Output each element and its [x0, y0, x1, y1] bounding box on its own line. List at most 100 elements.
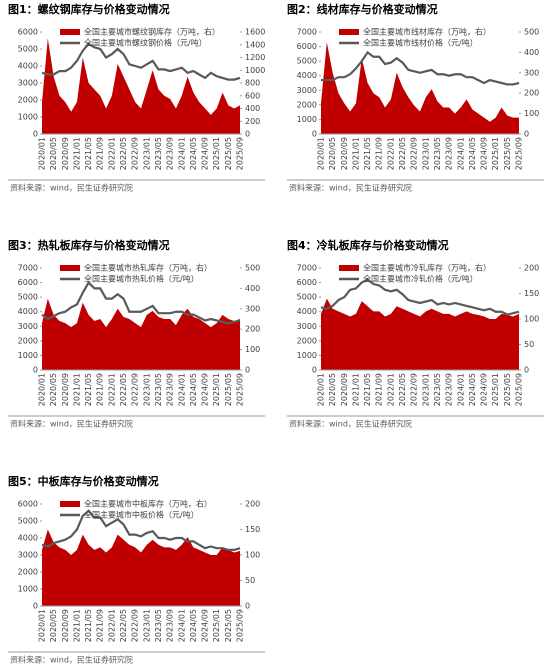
y-tick-label: 6000	[297, 42, 317, 51]
y2-tick-label: 1600	[245, 28, 265, 37]
y-tick-label: 5000	[18, 517, 38, 526]
x-tick-label: 2025/01	[491, 373, 500, 406]
x-tick-label: 2020/01	[317, 137, 326, 170]
y-tick-label: 6000	[18, 278, 38, 287]
x-tick-label: 2024/05	[189, 137, 198, 170]
x-tick-label: 2021/01	[72, 609, 81, 642]
x-tick-label: 2025/05	[224, 137, 233, 170]
y-tick-label: 4000	[18, 307, 38, 316]
x-tick-label: 2025/09	[236, 373, 245, 406]
x-tick-label: 2025/05	[224, 609, 233, 642]
y-tick-label: 6000	[18, 28, 38, 37]
x-tick-label: 2023/09	[445, 373, 454, 406]
area	[321, 42, 519, 135]
x-tick-label: 2020/09	[61, 609, 70, 642]
y-tick-label: 3000	[297, 86, 317, 95]
chart-title: 图3：热轧板库存与价格变动情况	[8, 238, 170, 252]
chart: 图3：热轧板库存与价格变动情况0100020003000400050006000…	[8, 238, 265, 429]
x-tick-label: 2020/01	[317, 373, 326, 406]
x-tick-label: 2023/01	[142, 609, 151, 642]
y-tick-label: 3000	[18, 322, 38, 331]
x-tick-label: 2021/01	[72, 137, 81, 170]
x-tick-label: 2023/01	[421, 373, 430, 406]
x-tick-label: 2021/01	[351, 137, 360, 170]
x-tick-label: 2022/05	[398, 373, 407, 406]
x-tick-label: 2023/05	[154, 609, 163, 642]
legend-label: 全国主要城市热轧价格（元/吨）	[84, 274, 199, 284]
x-tick-label: 2022/09	[131, 373, 140, 406]
x-tick-label: 2022/01	[107, 609, 116, 642]
y-tick-label: 4000	[297, 307, 317, 316]
y-tick-label: 3000	[297, 322, 317, 331]
x-tick-label: 2023/01	[142, 373, 151, 406]
x-tick-label: 2025/09	[236, 609, 245, 642]
x-tick-label: 2023/09	[166, 373, 175, 406]
y2-tick-label: 150	[245, 525, 260, 534]
x-tick-label: 2024/05	[189, 609, 198, 642]
chart: 图2：线材库存与价格变动情况01000200030004000500060007…	[287, 2, 544, 193]
y2-tick-label: 0	[245, 602, 250, 611]
source: 资料来源：wind，民生证券研究院	[10, 183, 133, 193]
x-tick-label: 2022/05	[398, 137, 407, 170]
legend-label: 全国主要城市中板库存（万吨，右）	[84, 499, 212, 509]
x-tick-label: 2021/01	[351, 373, 360, 406]
x-tick-label: 2020/09	[340, 137, 349, 170]
line	[41, 509, 241, 551]
x-tick-label: 2022/01	[107, 137, 116, 170]
x-tick-label: 2021/09	[96, 373, 105, 406]
line	[41, 280, 241, 325]
x-tick-label: 2024/01	[177, 373, 186, 406]
source: 资料来源：wind，民生证券研究院	[10, 655, 133, 665]
area	[42, 298, 240, 370]
y-tick-label: 5000	[18, 293, 38, 302]
x-tick-label: 2024/01	[177, 137, 186, 170]
y-tick-label: 2000	[297, 100, 317, 109]
x-tick-label: 2025/09	[515, 373, 524, 406]
y2-tick-label: 1000	[245, 66, 265, 75]
legend-label: 全国主要城市螺纹钢价格（元/吨）	[84, 38, 207, 48]
legend-label: 全国主要城市中板价格（元/吨）	[84, 510, 199, 520]
x-tick-label: 2024/09	[480, 137, 489, 170]
x-tick-label: 2024/09	[201, 137, 210, 170]
y2-tick-label: 100	[524, 109, 539, 118]
x-tick-label: 2024/09	[201, 373, 210, 406]
x-tick-label: 2022/01	[107, 373, 116, 406]
x-tick-label: 2024/05	[468, 137, 477, 170]
y2-tick-label: 500	[524, 28, 539, 37]
chart: 图5：中板库存与价格变动情况 0 1000 2000 3000 4000 5000 6000 0…	[8, 474, 265, 665]
line	[321, 50, 520, 86]
x-tick-label: 2021/05	[363, 373, 372, 406]
x-tick-label: 2021/09	[375, 137, 384, 170]
y-tick-label: 1000	[297, 115, 317, 124]
y2-tick-label: 200	[524, 89, 539, 98]
x-tick-label: 2024/01	[177, 609, 186, 642]
y2-tick-label: 0	[524, 366, 529, 375]
y-tick-label: 4000	[18, 62, 38, 71]
y2-tick-label: 1400	[245, 40, 265, 49]
x-tick-label: 2020/05	[328, 373, 337, 406]
y-tick-label: 3000	[18, 551, 38, 560]
x-tick-label: 2022/05	[119, 373, 128, 406]
y-tick-label: 2000	[18, 96, 38, 105]
y-tick-label: 5000	[18, 45, 38, 54]
x-tick-label: 2025/09	[515, 137, 524, 170]
y2-tick-label: 200	[524, 264, 539, 273]
y-tick-label: 5000	[297, 293, 317, 302]
y2-tick-label: 100	[245, 345, 260, 354]
x-tick-label: 2025/05	[224, 373, 233, 406]
y2-tick-label: 400	[245, 104, 260, 113]
legend-label: 全国主要城市冷轧库存（万吨，右）	[363, 263, 491, 273]
x-tick-label: 2023/05	[154, 137, 163, 170]
area	[42, 529, 240, 606]
x-tick-label: 2023/09	[166, 609, 175, 642]
legend-swatch	[339, 29, 359, 35]
y-tick-label: 4000	[18, 534, 38, 543]
legend-swatch	[60, 29, 80, 35]
y-tick-label: 1000	[18, 351, 38, 360]
line	[320, 278, 520, 316]
x-tick-label: 2020/05	[328, 137, 337, 170]
y-tick-label: 6000	[297, 278, 317, 287]
x-tick-label: 2020/01	[38, 137, 47, 170]
y-tick-label: 6000	[18, 500, 38, 509]
